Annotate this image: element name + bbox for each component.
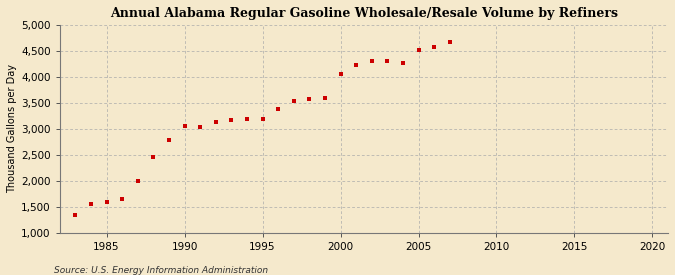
Point [211,119,221,124]
Point [86,201,97,206]
Point [257,116,268,121]
Point [319,96,330,100]
Point [179,123,190,128]
Point [398,61,408,65]
Point [273,106,284,111]
Point [351,63,362,67]
Point [288,99,299,104]
Point [304,97,315,101]
Point [101,200,112,205]
Point [226,118,237,122]
Point [70,213,81,217]
Point [117,197,128,201]
Point [444,40,455,44]
Point [429,44,439,49]
Y-axis label: Thousand Gallons per Day: Thousand Gallons per Day [7,64,17,193]
Point [413,47,424,52]
Point [382,59,393,63]
Point [132,179,143,183]
Text: Source: U.S. Energy Information Administration: Source: U.S. Energy Information Administ… [54,266,268,275]
Point [335,72,346,76]
Point [148,155,159,159]
Point [367,59,377,63]
Point [195,125,206,130]
Title: Annual Alabama Regular Gasoline Wholesale/Resale Volume by Refiners: Annual Alabama Regular Gasoline Wholesal… [110,7,618,20]
Point [242,117,252,121]
Point [163,138,174,142]
